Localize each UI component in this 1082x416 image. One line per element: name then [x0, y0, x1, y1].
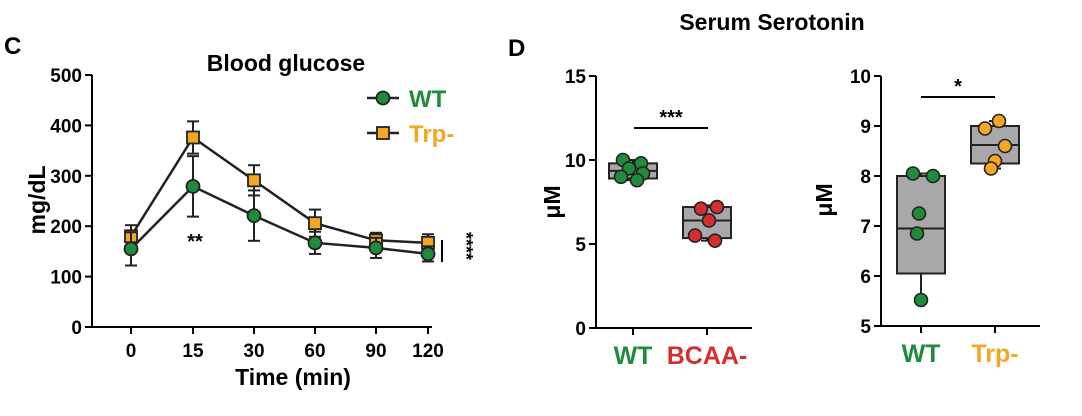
chart-d1-boxes: [608, 152, 732, 248]
chart-d2-point: [909, 226, 925, 241]
chart-c-line-wt: [130, 184, 429, 256]
panel-d-letter: D: [508, 35, 525, 62]
chart-d2-significance: *: [954, 76, 962, 98]
chart-c-y-tick-label: 0: [71, 318, 82, 339]
chart-d2-y-tick-label: 8: [860, 167, 871, 188]
chart-c-y-tick-label: 400: [50, 116, 82, 137]
chart-d1-axes: 0 5 10 15 WT BCAA-: [565, 67, 752, 370]
panel-d-bcaa-chart: μM 0 5 10 15 WT BCAA- ***: [539, 67, 752, 370]
chart-d1-x-tick-label: WT: [614, 342, 653, 370]
chart-c-y-tick-label: 100: [50, 268, 82, 289]
chart-d2-boxes: [896, 113, 1020, 308]
chart-c-point-wt: [307, 235, 323, 251]
chart-d1-ylabel: μM: [539, 185, 565, 218]
chart-c-x-tick-label: 15: [182, 341, 204, 362]
chart-c-point-wt: [420, 246, 436, 262]
chart-c-point-wt: [368, 240, 384, 256]
chart-d2-point: [997, 138, 1013, 154]
chart-c-legend-label: WT: [409, 86, 447, 113]
chart-c-annotation-15min: **: [187, 231, 203, 253]
chart-d2-x-tick-label: WT: [902, 340, 941, 368]
chart-c-y-tick-label: 500: [50, 66, 82, 87]
chart-d1-point: [613, 169, 629, 185]
chart-c-x-tick-label: 60: [304, 341, 325, 362]
chart-c-title: Blood glucose: [207, 50, 365, 76]
chart-d2-point: [913, 292, 929, 308]
panel-d-trp-chart: μM 5 6 7 8 9 10 WT Trp- *: [811, 67, 1040, 368]
chart-d2-x-tick-label: Trp-: [971, 340, 1018, 368]
chart-c-ylabel: mg/dL: [24, 166, 50, 235]
chart-c-point-trp: [247, 173, 261, 188]
chart-c-x-tick-label: 30: [243, 341, 264, 362]
chart-d1-point: [701, 213, 717, 228]
chart-c-legend: WT Trp-: [367, 86, 454, 148]
chart-c-legend-marker-wt: [375, 90, 391, 106]
chart-c-x-tick-label: 120: [412, 341, 444, 362]
chart-d1-point: [709, 199, 725, 215]
chart-c-xlabel: Time (min): [235, 364, 351, 390]
serotonin-title: Serum Serotonin: [679, 9, 864, 35]
chart-d2-point: [925, 168, 941, 184]
panel-c-letter: C: [4, 33, 21, 60]
chart-d2-axes: 5 6 7 8 9 10 WT Trp-: [850, 67, 1040, 368]
panel-c-glucose-chart: Blood glucose mg/dL Time (min) 0 100 200 30…: [24, 50, 476, 390]
chart-d2-box: [896, 175, 946, 275]
chart-d2-y-tick-label: 9: [860, 117, 871, 138]
chart-d1-significance: ***: [659, 107, 683, 129]
chart-c-axes: 0 100 200 300 400 500 0 15 30 60 90 120: [50, 66, 444, 362]
chart-c-point-wt: [123, 241, 139, 257]
chart-d1-point: [707, 233, 723, 248]
chart-c-x-tick-label: 0: [126, 341, 137, 362]
chart-c-point-trp: [308, 216, 322, 231]
chart-c-line-trp: [129, 135, 429, 245]
chart-d2-point: [911, 206, 927, 221]
chart-c-x-tick-label: 90: [365, 341, 386, 362]
chart-d1-point: [693, 201, 709, 217]
chart-d1-y-tick-label: 10: [565, 151, 586, 172]
chart-d2-point: [991, 113, 1007, 129]
chart-d1-point: [687, 228, 703, 243]
chart-d1-x-tick-label: BCAA-: [667, 342, 748, 370]
chart-d2-ylabel: μM: [811, 183, 837, 216]
chart-d1-y-tick-label: 5: [575, 235, 586, 256]
chart-c-point-wt: [185, 178, 201, 194]
chart-d2-y-tick-label: 10: [850, 67, 871, 88]
chart-d1-y-tick-label: 15: [565, 67, 587, 88]
chart-d2-point: [977, 121, 993, 136]
chart-d2-y-tick-label: 5: [860, 317, 871, 338]
chart-d2-y-tick-label: 6: [860, 267, 871, 288]
chart-d1-y-tick-label: 0: [575, 319, 586, 340]
chart-c-point-trp: [186, 130, 200, 145]
chart-c-series: [123, 120, 436, 267]
chart-d2-y-tick-label: 7: [860, 217, 871, 238]
chart-d1-point: [629, 172, 645, 188]
chart-c-annotation-end: ****: [456, 232, 476, 260]
chart-d2-point: [905, 166, 921, 181]
chart-c-y-tick-label: 200: [50, 217, 82, 238]
chart-c-point-wt: [246, 208, 262, 224]
chart-c-y-tick-label: 300: [50, 167, 82, 188]
chart-d2-point: [983, 161, 999, 176]
chart-c-legend-label: Trp-: [409, 121, 454, 148]
chart-c-legend-marker-trp: [376, 126, 390, 140]
